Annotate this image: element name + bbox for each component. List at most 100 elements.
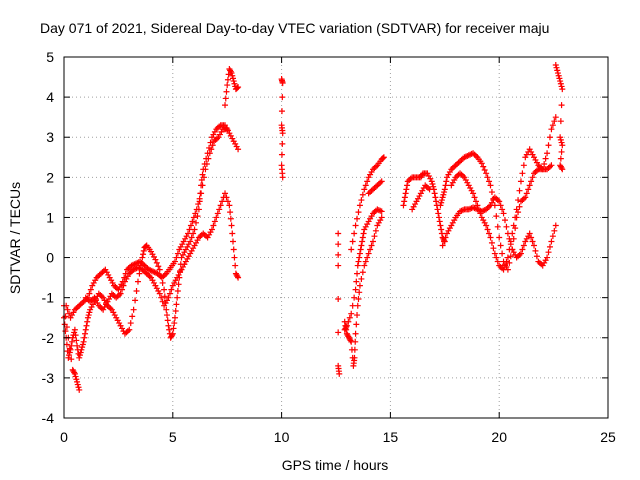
data-point xyxy=(439,194,446,201)
data-point xyxy=(76,352,83,359)
data-point xyxy=(378,214,385,221)
data-point xyxy=(80,338,87,345)
data-point xyxy=(467,205,474,212)
data-point xyxy=(230,246,237,253)
data-point xyxy=(496,234,503,241)
y-tick-label: 4 xyxy=(46,89,54,105)
data-point xyxy=(359,234,366,241)
tick-labels: 0 5 10 15 20 25 -4 -3 -2 -1 0 1 2 3 4 5 xyxy=(42,49,616,445)
data-point xyxy=(352,222,359,229)
data-point xyxy=(500,210,507,217)
data-point xyxy=(368,242,375,249)
data-point xyxy=(187,222,194,229)
x-tick-label: 10 xyxy=(274,429,290,445)
data-point xyxy=(278,151,285,158)
data-point xyxy=(198,190,205,197)
data-point xyxy=(278,108,285,115)
data-point xyxy=(364,178,371,185)
data-point xyxy=(345,318,352,325)
data-point xyxy=(438,226,445,233)
data-point xyxy=(74,378,81,385)
data-point xyxy=(400,202,407,209)
data-point xyxy=(173,254,180,261)
data-point xyxy=(491,250,498,257)
data-point xyxy=(551,118,558,125)
data-point xyxy=(139,254,146,261)
data-point xyxy=(187,238,194,245)
data-point xyxy=(380,154,387,161)
data-point xyxy=(499,250,506,257)
y-tick-label: 1 xyxy=(46,209,54,225)
data-point xyxy=(71,326,78,333)
data-point xyxy=(62,328,69,335)
data-point xyxy=(361,262,368,269)
data-point xyxy=(499,206,506,213)
data-point xyxy=(127,320,134,327)
data-point xyxy=(526,230,533,237)
data-point xyxy=(163,312,170,319)
data-point xyxy=(171,320,178,327)
data-point xyxy=(195,201,202,208)
data-point xyxy=(279,130,286,137)
data-point xyxy=(544,254,551,261)
data-point xyxy=(481,166,488,173)
data-point xyxy=(335,262,342,269)
data-point xyxy=(159,279,166,286)
data-point xyxy=(74,381,81,388)
data-point xyxy=(235,84,242,91)
data-point xyxy=(497,202,504,209)
data-point xyxy=(229,230,236,237)
data-point xyxy=(205,155,212,162)
data-point xyxy=(371,233,378,240)
data-point xyxy=(76,354,83,361)
data-point xyxy=(528,234,535,241)
data-point xyxy=(227,68,234,75)
data-point xyxy=(557,118,564,125)
data-point xyxy=(364,254,371,261)
data-point xyxy=(72,332,79,339)
data-point xyxy=(507,253,514,260)
data-point xyxy=(356,250,363,257)
data-point xyxy=(557,155,564,162)
data-point xyxy=(520,242,527,249)
data-point xyxy=(480,163,487,170)
data-point xyxy=(351,230,358,237)
data-point xyxy=(359,238,366,245)
data-point xyxy=(203,160,210,167)
data-point xyxy=(346,314,353,321)
data-point xyxy=(442,234,449,241)
data-point xyxy=(76,386,83,393)
y-tick-label: -1 xyxy=(42,290,55,306)
data-point xyxy=(351,346,358,353)
data-point xyxy=(553,64,560,71)
data-point xyxy=(352,338,359,345)
data-point xyxy=(129,313,136,320)
data-point xyxy=(509,230,516,237)
data-point xyxy=(512,214,519,221)
data-point xyxy=(65,354,72,361)
data-point xyxy=(349,238,356,245)
data-point xyxy=(552,62,559,69)
data-point xyxy=(437,202,444,209)
data-point xyxy=(441,189,448,196)
data-point xyxy=(378,208,385,215)
y-tick-label: 0 xyxy=(46,250,54,266)
data-point xyxy=(170,325,177,332)
data-point xyxy=(227,215,234,222)
data-point xyxy=(223,194,230,201)
data-point xyxy=(206,150,213,157)
data-point xyxy=(517,250,524,257)
data-point xyxy=(222,95,229,102)
data-point xyxy=(232,262,239,269)
data-point xyxy=(231,254,238,261)
data-point xyxy=(545,142,552,149)
data-point xyxy=(438,230,445,237)
data-point xyxy=(519,170,526,177)
data-point xyxy=(517,178,524,185)
data-point xyxy=(510,222,517,229)
data-point xyxy=(161,293,168,300)
data-point xyxy=(513,206,520,213)
data-point xyxy=(134,278,141,285)
data-point xyxy=(166,326,173,333)
data-point xyxy=(73,376,80,383)
